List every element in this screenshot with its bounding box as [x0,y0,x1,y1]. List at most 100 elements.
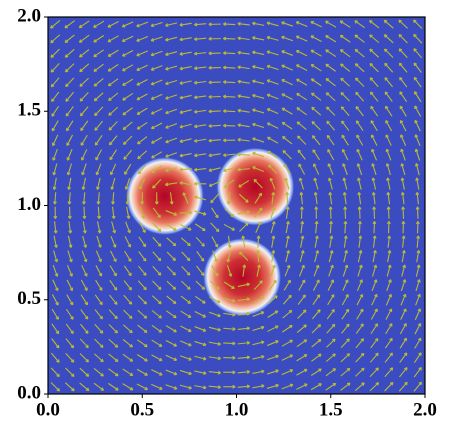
field-arrow [179,66,192,71]
field-arrow [237,79,250,84]
x-tick-label: 2.0 [413,399,437,420]
field-arrow [181,251,191,262]
field-arrow [268,164,278,174]
field-arrow [165,167,178,173]
field-arrow [123,149,132,160]
field-arrow [399,91,408,103]
field-arrow [124,250,132,262]
field-arrow [372,250,377,263]
field-arrow [266,50,279,56]
field-arrow [357,206,362,219]
field-arrow [312,279,320,291]
field-arrow [267,325,279,332]
field-arrow [414,308,421,320]
x-tick-label: 0.0 [36,399,60,420]
field-arrow [237,384,251,389]
field-arrow [401,220,406,234]
field-arrow [299,206,304,219]
field-arrow [94,134,103,146]
y-tick-label: 1.5 [17,100,41,121]
field-arrow [152,251,162,262]
field-arrow [266,108,279,115]
field-arrow [64,63,75,73]
field-arrow [136,50,148,57]
field-arrow [285,250,291,263]
field-arrow [285,235,290,248]
field-arrow [386,264,392,277]
field-arrow [93,353,104,363]
field-arrow [299,264,305,277]
field-arrow [343,235,348,248]
field-arrow [269,177,276,190]
field-arrow [136,79,148,86]
field-arrow [313,264,320,277]
field-arrow [311,120,321,131]
field-arrow [385,323,393,335]
field-arrow [53,250,59,263]
field-arrow [313,177,319,190]
field-arrow [152,280,162,291]
field-arrow [179,123,192,129]
field-arrow [356,308,364,320]
field-arrow [281,339,293,347]
field-arrow [281,35,294,42]
field-arrow [51,91,60,103]
field-arrow [53,192,57,205]
field-arrow [179,384,192,390]
field-arrow [121,21,134,28]
field-arrow [283,279,291,291]
field-arrow [152,222,162,233]
field-arrow [179,109,192,114]
field-arrow [342,191,347,205]
field-arrow [165,123,178,129]
field-arrow [370,105,379,117]
field-arrow [328,264,334,277]
field-arrow [51,120,59,132]
field-arrow [109,149,117,161]
field-arrow [80,323,89,334]
field-arrow [193,95,207,100]
field-arrow [208,356,222,361]
field-arrow [398,62,408,73]
field-arrow [370,120,378,132]
field-arrow [343,220,348,234]
field-arrow [193,37,207,42]
field-arrow [371,148,378,161]
field-arrow [179,167,192,172]
field-arrow [50,77,60,88]
field-arrow [282,135,293,145]
field-arrow [122,353,134,362]
field-arrow [94,120,103,131]
field-arrow [193,124,207,129]
field-arrow [65,120,74,132]
field-arrow [136,368,148,376]
field-arrow [93,382,105,391]
field-arrow [194,223,206,232]
field-arrow [150,93,163,100]
field-arrow [385,148,392,161]
field-arrow [208,94,221,99]
field-arrow [370,308,378,320]
field-arrow [296,354,308,362]
field-arrow [138,178,146,190]
field-arrow [413,366,422,378]
field-arrow [340,367,351,377]
field-arrow [266,354,279,361]
field-arrow [194,295,206,304]
field-arrow [399,119,407,132]
field-arrow [413,48,423,59]
field-arrow [224,208,235,218]
field-arrow [81,250,88,263]
field-arrow [237,94,250,99]
field-arrow [78,20,90,29]
field-arrow [165,108,178,115]
field-arrow [299,191,304,205]
field-arrow [386,279,392,292]
field-arrow [222,123,236,128]
field-arrow [208,124,221,128]
field-arrow [208,370,222,375]
field-arrow [340,338,350,349]
field-arrow [267,136,279,144]
field-arrow [138,236,147,248]
